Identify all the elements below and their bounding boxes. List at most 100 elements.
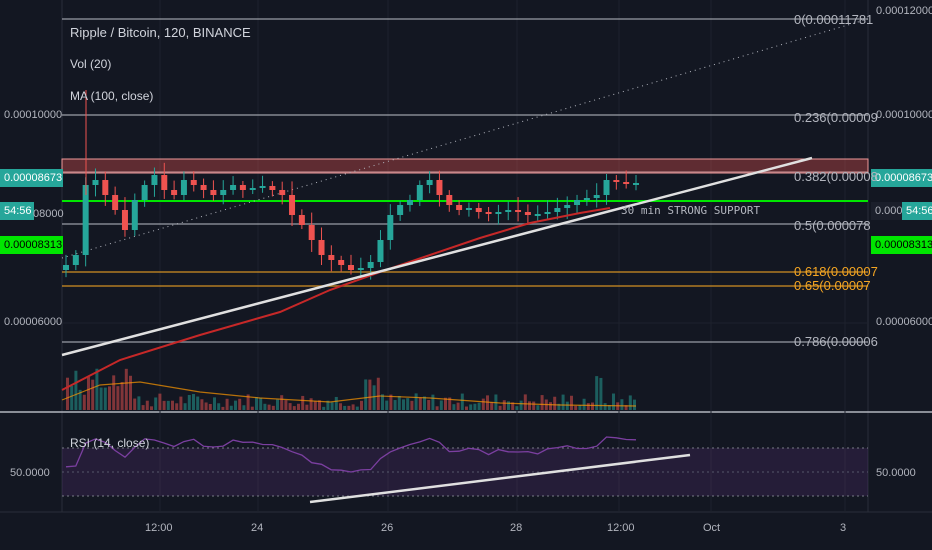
time-axis-label: 24	[251, 522, 264, 534]
volume-bar	[565, 401, 569, 410]
rsi-indicator-label[interactable]: RSI (14, close)	[70, 436, 150, 450]
volume-bar	[112, 375, 116, 410]
candle-body	[515, 210, 522, 212]
volume-bar	[250, 406, 254, 410]
volume-bar	[91, 379, 95, 410]
time-axis-label: 26	[381, 522, 394, 534]
volume-bar	[234, 400, 237, 410]
volume-bar	[372, 385, 376, 410]
candle-body	[495, 212, 502, 214]
candle-body	[318, 240, 325, 255]
volume-bar	[124, 368, 128, 410]
volume-bar	[141, 405, 145, 410]
volume-bar	[221, 406, 225, 410]
volume-bar	[465, 406, 468, 410]
volume-bar	[339, 403, 342, 410]
volume-bar	[557, 403, 561, 410]
volume-ma-line	[61, 381, 637, 407]
candle-body	[475, 208, 482, 212]
volume-bar	[607, 405, 611, 410]
fib-level-label: 0.236(0.00009	[794, 110, 878, 125]
candle-body	[583, 198, 590, 200]
candle-body	[328, 255, 335, 260]
volume-bar	[297, 403, 300, 410]
volume-bar	[502, 400, 506, 410]
volume-bar	[200, 399, 204, 410]
price-axis-label: 0.00012000	[876, 5, 932, 17]
candle-body	[357, 268, 364, 270]
candle-body	[259, 186, 266, 188]
volume-bar	[78, 389, 82, 410]
volume-bar	[162, 400, 166, 410]
price-axis-label: 0.00006000	[876, 316, 932, 328]
candle-body	[269, 186, 276, 190]
volume-bar	[154, 397, 158, 410]
volume-indicator-label[interactable]: Vol (20)	[70, 57, 112, 71]
candle-body	[505, 210, 512, 212]
volume-bar	[439, 400, 443, 410]
candle-body	[279, 190, 286, 195]
volume-bar	[284, 400, 288, 410]
candle-body	[367, 262, 374, 268]
volume-bar	[481, 398, 485, 410]
volume-bar	[410, 400, 414, 410]
volume-bar	[208, 403, 212, 410]
volume-bar	[175, 403, 179, 410]
volume-bar	[87, 376, 90, 410]
candle-body	[82, 185, 89, 255]
current-price-badge: 0.00008673	[871, 169, 932, 187]
volume-bar	[204, 402, 208, 410]
volume-bar	[70, 385, 74, 410]
candle-body	[298, 215, 305, 225]
volume-bar	[334, 396, 338, 410]
candle-body	[544, 212, 551, 214]
candle-body	[623, 182, 630, 184]
time-axis-label: 28	[510, 522, 523, 534]
left-support-price-badge: 0.00008313	[0, 236, 63, 254]
volume-bar	[246, 394, 250, 410]
volume-bar	[532, 401, 536, 410]
left-price-axis-label: 0.00010000	[4, 109, 63, 121]
fib-level-label: 0.786(0.00006	[794, 334, 878, 349]
candle-body	[338, 260, 345, 265]
fib-level-label: 0.5(0.000078	[794, 218, 871, 233]
volume-bar	[507, 401, 510, 410]
fib-level-label: 0.382(0.00008	[794, 169, 878, 184]
volume-bar	[196, 396, 200, 410]
candle-body	[613, 180, 620, 182]
volume-bar	[355, 406, 359, 410]
volume-bar	[460, 393, 464, 410]
support-annotation[interactable]: 30 min STRONG SUPPORT	[621, 204, 761, 217]
volume-bar	[536, 405, 540, 410]
volume-bar	[540, 395, 544, 410]
candle-body	[289, 195, 296, 215]
volume-bar	[469, 404, 473, 410]
volume-bar	[435, 406, 439, 410]
volume-bar	[376, 377, 380, 410]
volume-bar	[280, 395, 284, 410]
candle-body	[633, 183, 639, 185]
volume-bar	[99, 387, 103, 410]
candle-body	[406, 200, 413, 205]
volume-bar	[389, 394, 393, 410]
volume-bar	[171, 400, 174, 410]
rsi-axis-label: 50.0000	[876, 467, 916, 479]
candle-body	[92, 180, 99, 185]
volume-bar	[351, 404, 355, 410]
volume-bar	[305, 404, 309, 410]
time-axis-label: 12:00	[145, 522, 173, 534]
volume-bar	[570, 395, 573, 410]
volume-bar	[418, 397, 422, 410]
volume-bar	[66, 377, 69, 410]
volume-bar	[229, 405, 233, 410]
volume-bar	[288, 403, 292, 410]
right-partial-price: 0.0000	[871, 202, 909, 220]
ma-indicator-label[interactable]: MA (100, close)	[70, 89, 154, 103]
candle-body	[593, 195, 600, 198]
volume-bar	[519, 400, 523, 410]
left-rsi-axis-label: 50.0000	[10, 467, 50, 479]
volume-bar	[120, 382, 124, 410]
left-countdown-badge: 54:56	[0, 202, 34, 220]
